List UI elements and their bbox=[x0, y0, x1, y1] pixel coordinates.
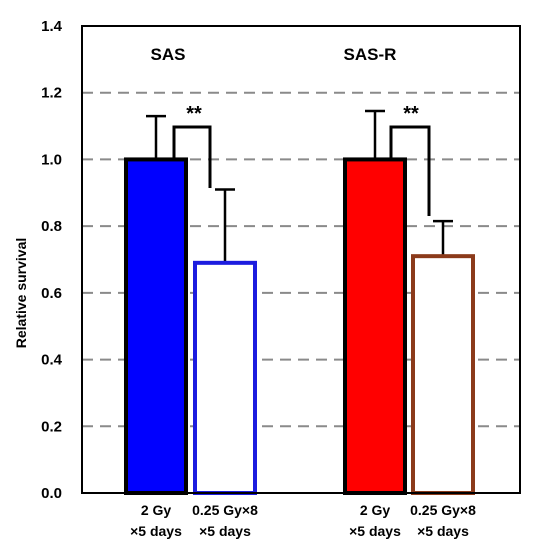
axes bbox=[81, 25, 521, 494]
y-tick-label: 0.6 bbox=[41, 285, 62, 302]
bars bbox=[124, 109, 475, 496]
plot-frame bbox=[81, 25, 521, 494]
x-category-label: 2 Gy bbox=[141, 502, 172, 518]
x-category-label: 0.25 Gy×8 bbox=[410, 502, 476, 518]
bar bbox=[411, 254, 475, 495]
x-category-label: 0.25 Gy×8 bbox=[192, 502, 258, 518]
significance-bracket bbox=[172, 125, 212, 188]
y-tick-label: 0.2 bbox=[41, 418, 62, 435]
x-category-label: ×5 days bbox=[417, 523, 469, 539]
y-tick-label: 0.0 bbox=[41, 485, 62, 502]
x-category-label: ×5 days bbox=[130, 523, 182, 539]
bar bbox=[193, 260, 257, 496]
y-tick-label: 1.0 bbox=[41, 151, 62, 168]
significance-label: ** bbox=[186, 103, 202, 125]
bar bbox=[124, 157, 188, 496]
bar bbox=[343, 157, 407, 496]
y-tick-label: 1.4 bbox=[41, 18, 63, 35]
x-category-label: ×5 days bbox=[199, 523, 251, 539]
group-label: SAS bbox=[151, 45, 186, 64]
significance-label: ** bbox=[403, 103, 419, 125]
y-tick-label: 1.2 bbox=[41, 85, 62, 102]
y-tick-label: 0.8 bbox=[41, 218, 62, 235]
x-category-label: 2 Gy bbox=[360, 502, 391, 518]
labels: 0.0 0.2 0.4 0.6 0.8 1.0 1.2 1.4 SAS 2 Gy ×5 days 0.… bbox=[41, 18, 476, 539]
significance-bracket bbox=[389, 125, 431, 216]
group-label: SAS-R bbox=[344, 45, 397, 64]
y-axis-title: Relative survival bbox=[13, 238, 29, 349]
y-tick-label: 0.4 bbox=[41, 352, 63, 369]
x-category-label: ×5 days bbox=[349, 523, 401, 539]
